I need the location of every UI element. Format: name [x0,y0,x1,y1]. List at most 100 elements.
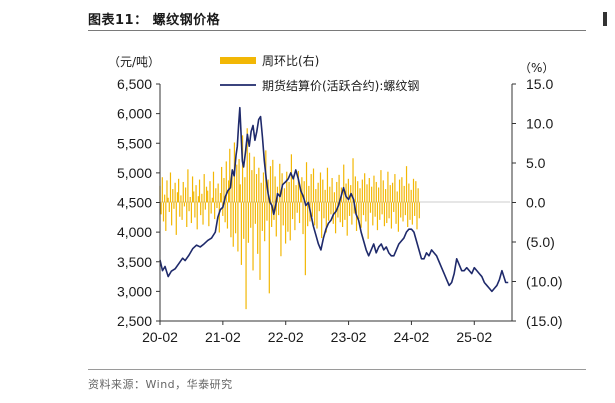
weekly-change-bar [187,169,189,203]
weekly-change-bar [288,181,290,203]
weekly-change-bar [230,202,232,238]
weekly-change-bar [384,189,387,203]
futures-price-line [159,106,509,293]
weekly-change-bar [325,202,327,233]
weekly-change-bar [243,202,245,239]
weekly-change-bar [225,161,227,203]
left-tick-label: 3,500 [117,254,152,270]
weekly-change-bar [247,202,249,243]
weekly-change-bar [179,202,181,217]
weekly-change-bar [414,202,416,216]
weekly-change-bar [211,197,213,203]
left-tick-label: 4,000 [117,224,152,240]
weekly-change-bar [372,202,374,226]
weekly-change-bar [223,178,225,203]
weekly-change-bar [387,171,389,203]
weekly-change-bar [202,202,204,225]
weekly-change-bar [264,202,266,242]
weekly-change-bar [194,202,196,218]
legend-label-line: 期货结算价(活跃合约):螺纹钢 [262,78,419,93]
weekly-change-bar [197,196,199,203]
weekly-change-bar [379,202,381,220]
weekly-change-bar [180,195,182,203]
weekly-change-bar [412,178,415,203]
weekly-change-bar [161,177,163,203]
weekly-change-bar [365,202,367,222]
weekly-change-bar [375,181,377,203]
weekly-change-bar [201,193,203,203]
weekly-change-bar [255,174,258,203]
weekly-change-bar [171,202,173,226]
weekly-change-bar [302,202,304,235]
weekly-change-bar [303,181,305,203]
weekly-change-bar [304,202,306,276]
weekly-change-bar [260,182,262,203]
weekly-change-bar [237,202,239,252]
weekly-change-bar [269,166,272,203]
weekly-change-bar [279,163,281,203]
left-tick-label: 2,500 [117,313,152,329]
weekly-change-bar [186,202,188,227]
weekly-change-bar [334,202,337,234]
left-tick-label: 6,500 [117,76,152,92]
weekly-change-bar [188,202,190,212]
weekly-change-bar [345,183,347,203]
weekly-change-bar [254,202,256,224]
right-axis-ticks: 15.0 10.0 5.0 0.0 (5.0) (10.0) (15.0) [512,76,563,329]
weekly-change-bar [380,170,382,203]
weekly-change-bar [305,162,308,203]
weekly-change-bar [248,152,251,203]
weekly-change-bar [253,156,255,203]
weekly-change-bar [374,202,376,217]
weekly-change-bar [210,202,212,214]
weekly-change-bar [333,192,336,203]
right-tick-label: (5.0) [526,234,555,250]
weekly-change-bar [331,178,333,203]
left-tick-label: 3,000 [117,283,152,299]
weekly-change-bar [329,186,331,203]
weekly-change-bar [181,202,183,220]
weekly-change-bar [336,181,338,203]
weekly-change-bar [241,135,244,203]
weekly-change-bar [183,202,186,207]
weekly-change-bar [174,182,176,203]
weekly-change-bar [190,202,192,224]
weekly-change-bar [222,202,224,216]
weekly-change-bar [268,202,270,294]
weekly-change-bar [212,171,215,203]
right-tick-label: (10.0) [526,274,563,290]
source-rule [88,369,586,370]
weekly-change-bar [390,202,393,229]
right-axis-unit: （%） [519,61,554,75]
weekly-change-bar [401,177,403,203]
weekly-change-bar [383,202,386,227]
weekly-change-bar [240,202,242,265]
weekly-change-bar [344,202,346,220]
legend: 周环比(右) 期货结算价(活跃合约):螺纹钢 [220,53,419,93]
weekly-change-bar [162,202,165,222]
weekly-change-bar [178,178,180,203]
weekly-change-bar [274,176,276,203]
chart-title: 图表11： 螺纹钢价格 [88,13,221,28]
weekly-change-bar [361,179,363,203]
weekly-change-bar [312,168,315,203]
weekly-change-bar [326,167,329,203]
weekly-change-bar [203,174,205,203]
weekly-change-bar [193,191,195,203]
weekly-change-bar [388,202,390,219]
right-tick-label: (15.0) [526,313,563,329]
weekly-change-bar [348,202,351,216]
weekly-change-bar [386,202,388,224]
weekly-change-bar [301,177,303,203]
weekly-change-bar [382,180,384,203]
weekly-change-bar [307,202,309,227]
weekly-change-bar [310,174,312,203]
weekly-change-bar [219,193,222,203]
left-axis-ticks: 6,500 6,000 5,500 5,000 4,500 4,000 3,500 3,000… [117,76,160,329]
weekly-change-bar [236,164,238,203]
weekly-change-bar [262,172,265,203]
weekly-change-bar [381,202,383,215]
weekly-change-bar [338,174,340,203]
weekly-change-bar [352,158,354,203]
